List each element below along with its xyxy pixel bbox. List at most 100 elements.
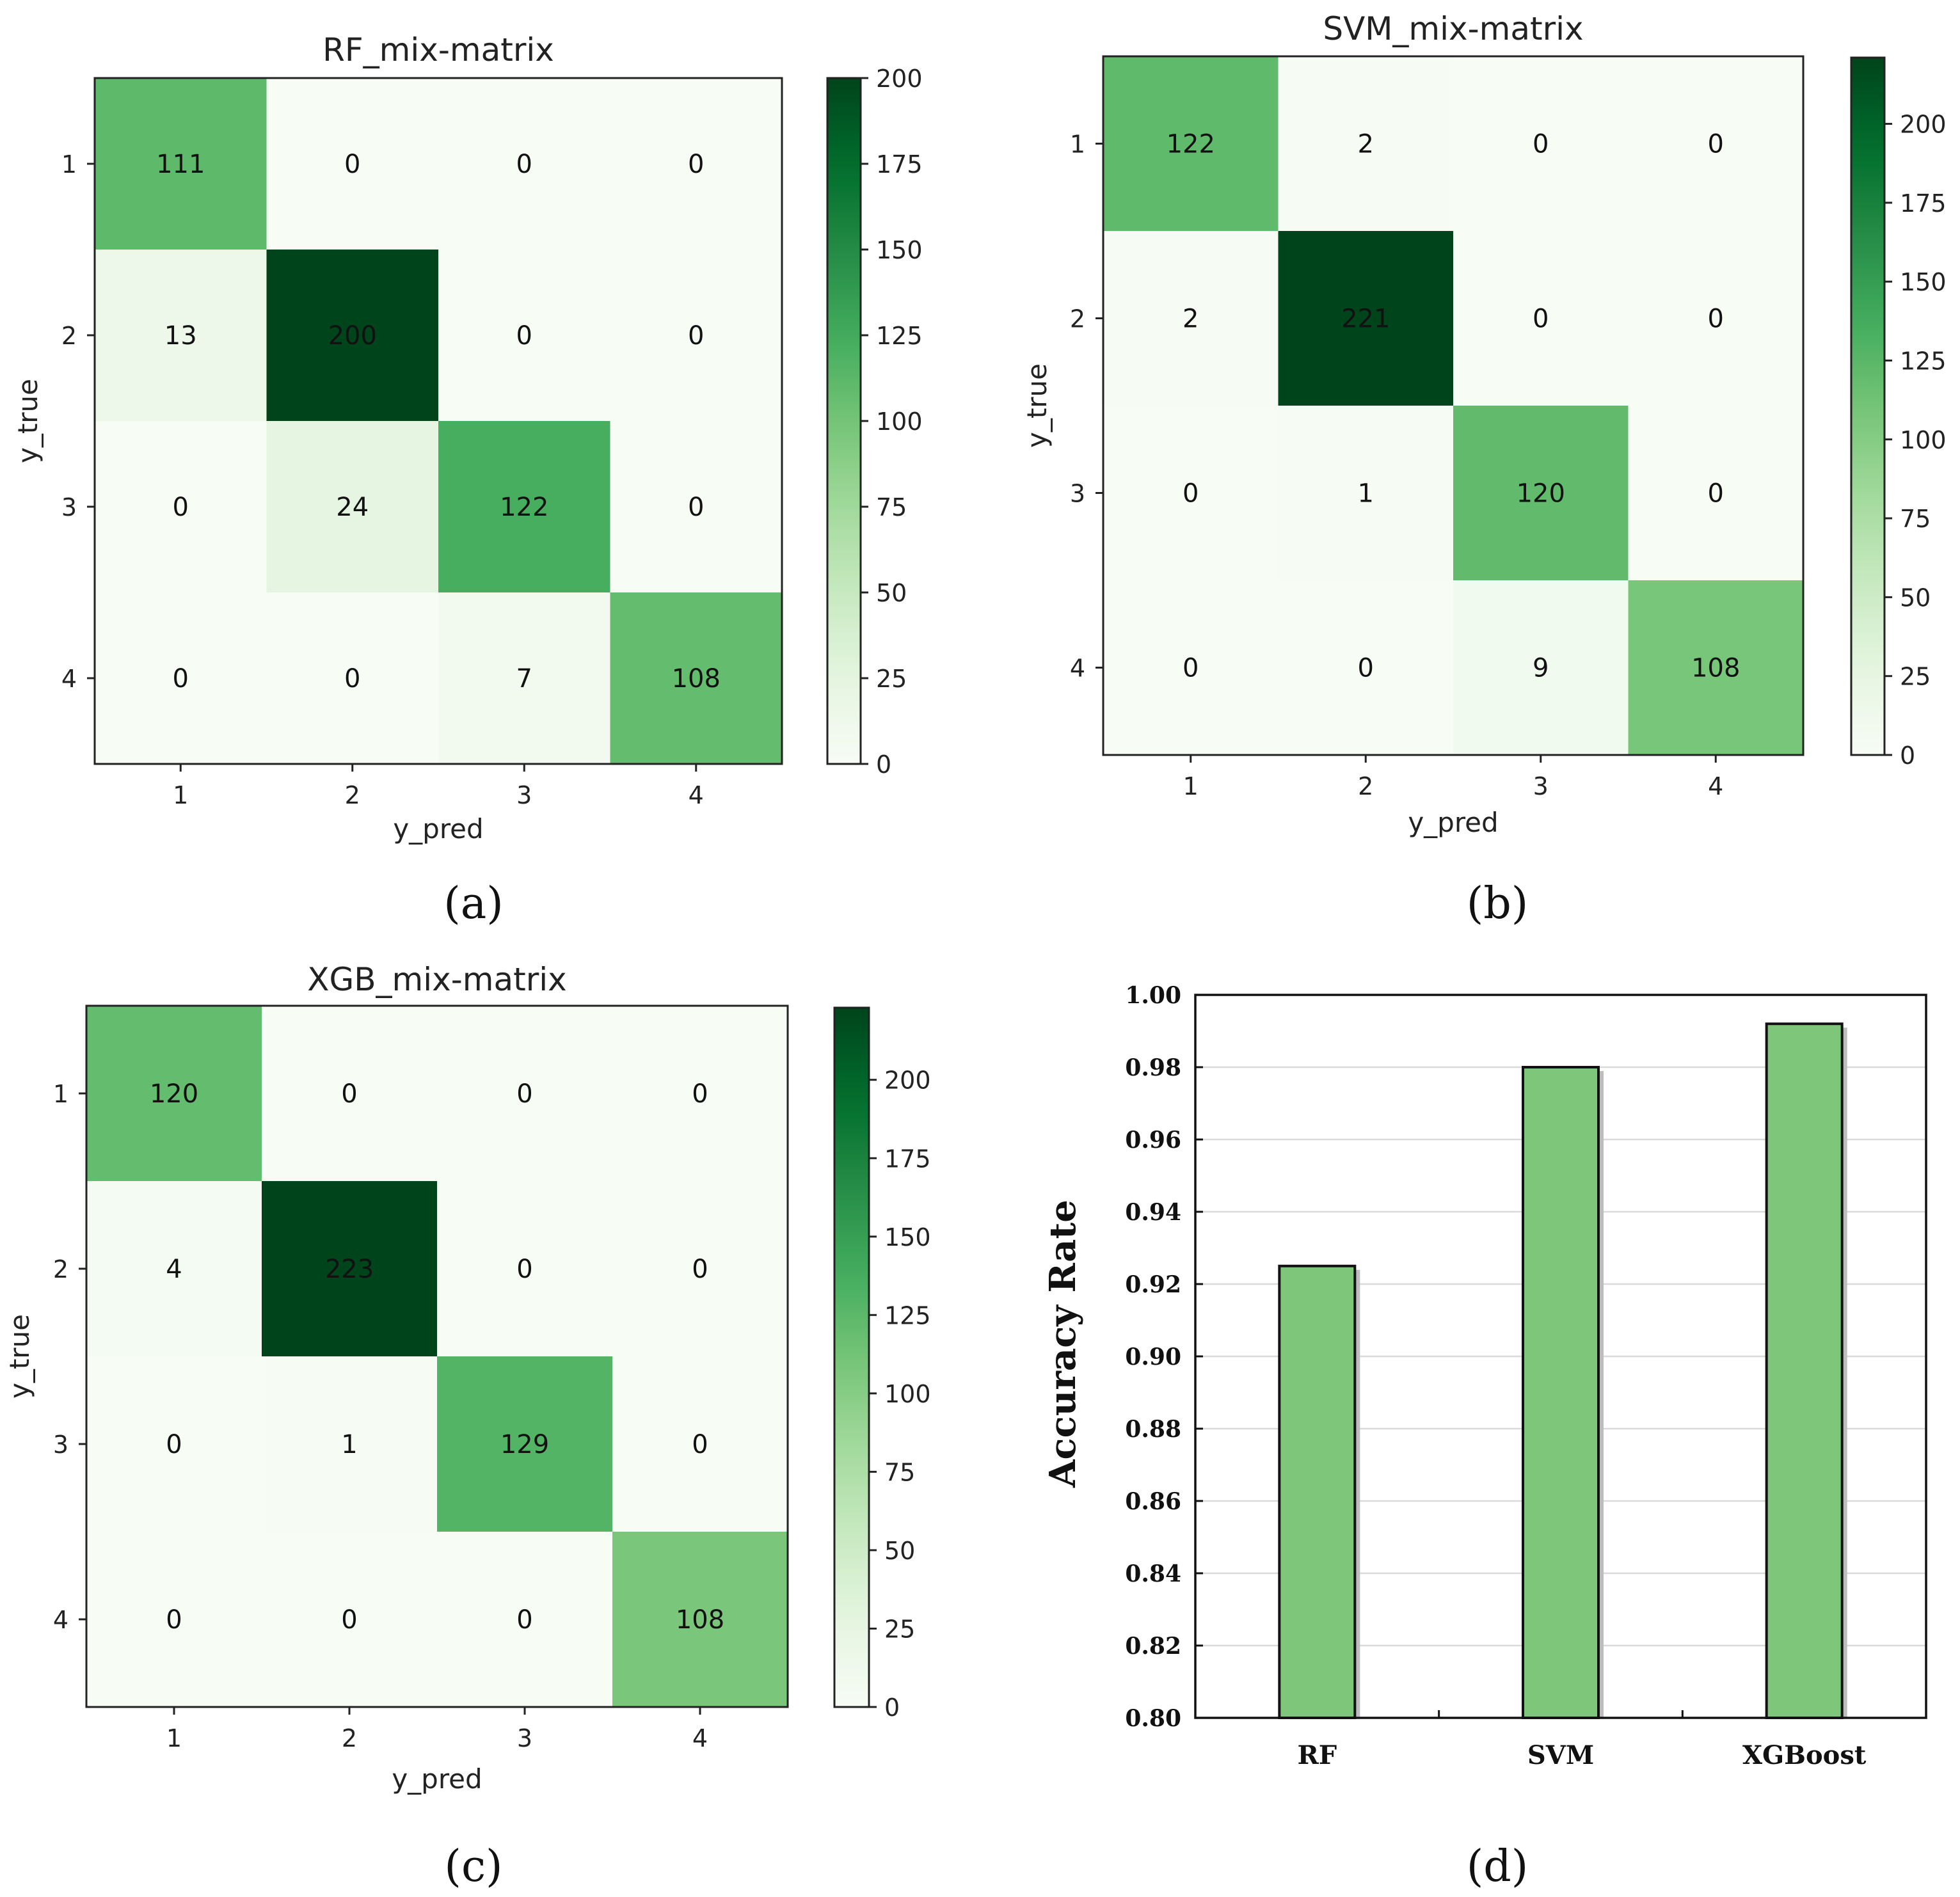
x-tick-label: XGBoost xyxy=(1742,1740,1867,1770)
y-tick-label: 2 xyxy=(61,322,77,350)
chart-title: RF_mix-matrix xyxy=(323,31,554,68)
plot-frame xyxy=(93,77,783,765)
cell-value-label: 0 xyxy=(1533,130,1549,159)
cell-value-label: 13 xyxy=(164,321,197,351)
colorbar-tick-label: 50 xyxy=(1900,583,1931,612)
heatmap-cell xyxy=(612,1181,788,1357)
y-tick-label: 0.90 xyxy=(1125,1344,1181,1370)
cell-value-label: 108 xyxy=(676,1605,724,1635)
cell-value-label: 0 xyxy=(1533,305,1549,334)
heatmap-cell xyxy=(86,1356,262,1532)
colorbar xyxy=(1850,56,1886,756)
colorbar-tick-label: 25 xyxy=(1900,663,1931,691)
cell-value-label: 7 xyxy=(516,664,532,694)
panel-caption: (a) xyxy=(443,878,504,929)
y-tick-label: 3 xyxy=(53,1431,68,1459)
heatmap-cell xyxy=(266,78,439,250)
cell-value-label: 120 xyxy=(1517,479,1565,509)
panel-caption: (b) xyxy=(1467,878,1529,929)
cell-value-label: 120 xyxy=(150,1079,198,1109)
heatmap-cell xyxy=(1278,580,1454,756)
bar xyxy=(1278,1264,1357,1719)
chart-title: SVM_mix-matrix xyxy=(1323,10,1583,47)
y-axis-label: y_true xyxy=(4,1314,35,1399)
heatmap-cell xyxy=(266,250,439,422)
colorbar-tick-label: 25 xyxy=(884,1615,915,1643)
y-tick-label: 0.82 xyxy=(1125,1633,1181,1660)
cell-value-label: 9 xyxy=(1533,654,1549,683)
y-tick-label: 0.80 xyxy=(1125,1705,1181,1732)
y-tick-label: 0.86 xyxy=(1125,1488,1181,1515)
colorbar-tick-label: 200 xyxy=(876,65,923,93)
cell-value-label: 221 xyxy=(1341,305,1390,334)
plot-frame xyxy=(85,1004,789,1708)
colorbar-tick-label: 100 xyxy=(1900,426,1947,454)
cell-value-label: 0 xyxy=(688,493,704,522)
colorbar-tick-label: 100 xyxy=(876,408,923,436)
y-tick-label: 1 xyxy=(61,150,77,179)
cell-value-label: 108 xyxy=(1691,654,1740,683)
cell-value-label: 0 xyxy=(344,664,360,694)
plot-frame xyxy=(1194,994,1927,1719)
heatmap-cell xyxy=(437,1006,613,1182)
colorbar-tick-label: 150 xyxy=(884,1223,931,1251)
cell-value-label: 0 xyxy=(166,1605,182,1635)
cell-value-label: 0 xyxy=(692,1430,708,1459)
heatmap-cell xyxy=(266,421,439,593)
colorbar-tick-label: 150 xyxy=(876,236,923,264)
cell-value-label: 0 xyxy=(341,1605,357,1635)
cell-value-label: 0 xyxy=(516,150,532,179)
x-tick-label: 3 xyxy=(517,1724,532,1752)
heatmap-cell xyxy=(438,250,610,422)
heatmap-cell xyxy=(1628,406,1804,581)
x-tick-label: 4 xyxy=(1708,772,1723,800)
y-tick-label: 3 xyxy=(61,493,77,521)
cell-value-label: 2 xyxy=(1183,305,1199,334)
heatmap-cell xyxy=(1453,56,1629,232)
y-tick-label: 4 xyxy=(61,665,77,693)
cell-value-label: 0 xyxy=(1708,479,1724,509)
y-tick-label: 2 xyxy=(1070,305,1085,333)
colorbar-tick-label: 0 xyxy=(1900,742,1915,770)
colorbar-tick-label: 25 xyxy=(876,665,907,693)
x-tick-label: RF xyxy=(1298,1740,1337,1770)
heatmap-cell xyxy=(1103,580,1279,756)
y-tick-label: 1.00 xyxy=(1125,982,1181,1009)
y-tick-label: 2 xyxy=(53,1255,68,1283)
colorbar-tick-label: 50 xyxy=(884,1537,915,1565)
y-tick-label: 0.96 xyxy=(1125,1127,1181,1154)
y-tick-label: 4 xyxy=(1070,655,1085,683)
cell-value-label: 2 xyxy=(1358,130,1374,159)
heatmap-cell xyxy=(437,1356,613,1532)
heatmap-cell xyxy=(1453,580,1629,756)
colorbar-tick-label: 0 xyxy=(876,750,891,779)
x-axis-label: y_pred xyxy=(393,813,483,845)
x-tick-label: 1 xyxy=(173,781,188,809)
cell-value-label: 0 xyxy=(1708,130,1724,159)
cell-value-label: 0 xyxy=(1358,654,1374,683)
y-tick-label: 3 xyxy=(1070,480,1085,508)
plot-frame xyxy=(1102,55,1805,756)
heatmap-cell xyxy=(612,1532,788,1708)
heatmap-cell xyxy=(1453,406,1629,581)
cell-value-label: 122 xyxy=(500,493,548,522)
cell-value-label: 4 xyxy=(166,1255,182,1284)
x-tick-label: 1 xyxy=(1183,772,1199,800)
cell-value-label: 24 xyxy=(336,493,369,522)
y-tick-label: 4 xyxy=(53,1606,68,1634)
cell-value-label: 1 xyxy=(1358,479,1374,509)
cell-value-label: 0 xyxy=(692,1079,708,1109)
colorbar-tick-label: 75 xyxy=(884,1458,915,1486)
cell-value-label: 0 xyxy=(692,1255,708,1284)
heatmap-cell xyxy=(610,592,783,765)
cell-value-label: 111 xyxy=(156,150,205,179)
colorbar-tick-label: 175 xyxy=(884,1145,931,1173)
x-tick-label: 4 xyxy=(692,1724,708,1752)
cell-value-label: 108 xyxy=(672,664,721,694)
cell-value-label: 0 xyxy=(516,1079,532,1109)
cell-value-label: 223 xyxy=(325,1255,374,1284)
heatmap-cell xyxy=(1278,231,1454,406)
